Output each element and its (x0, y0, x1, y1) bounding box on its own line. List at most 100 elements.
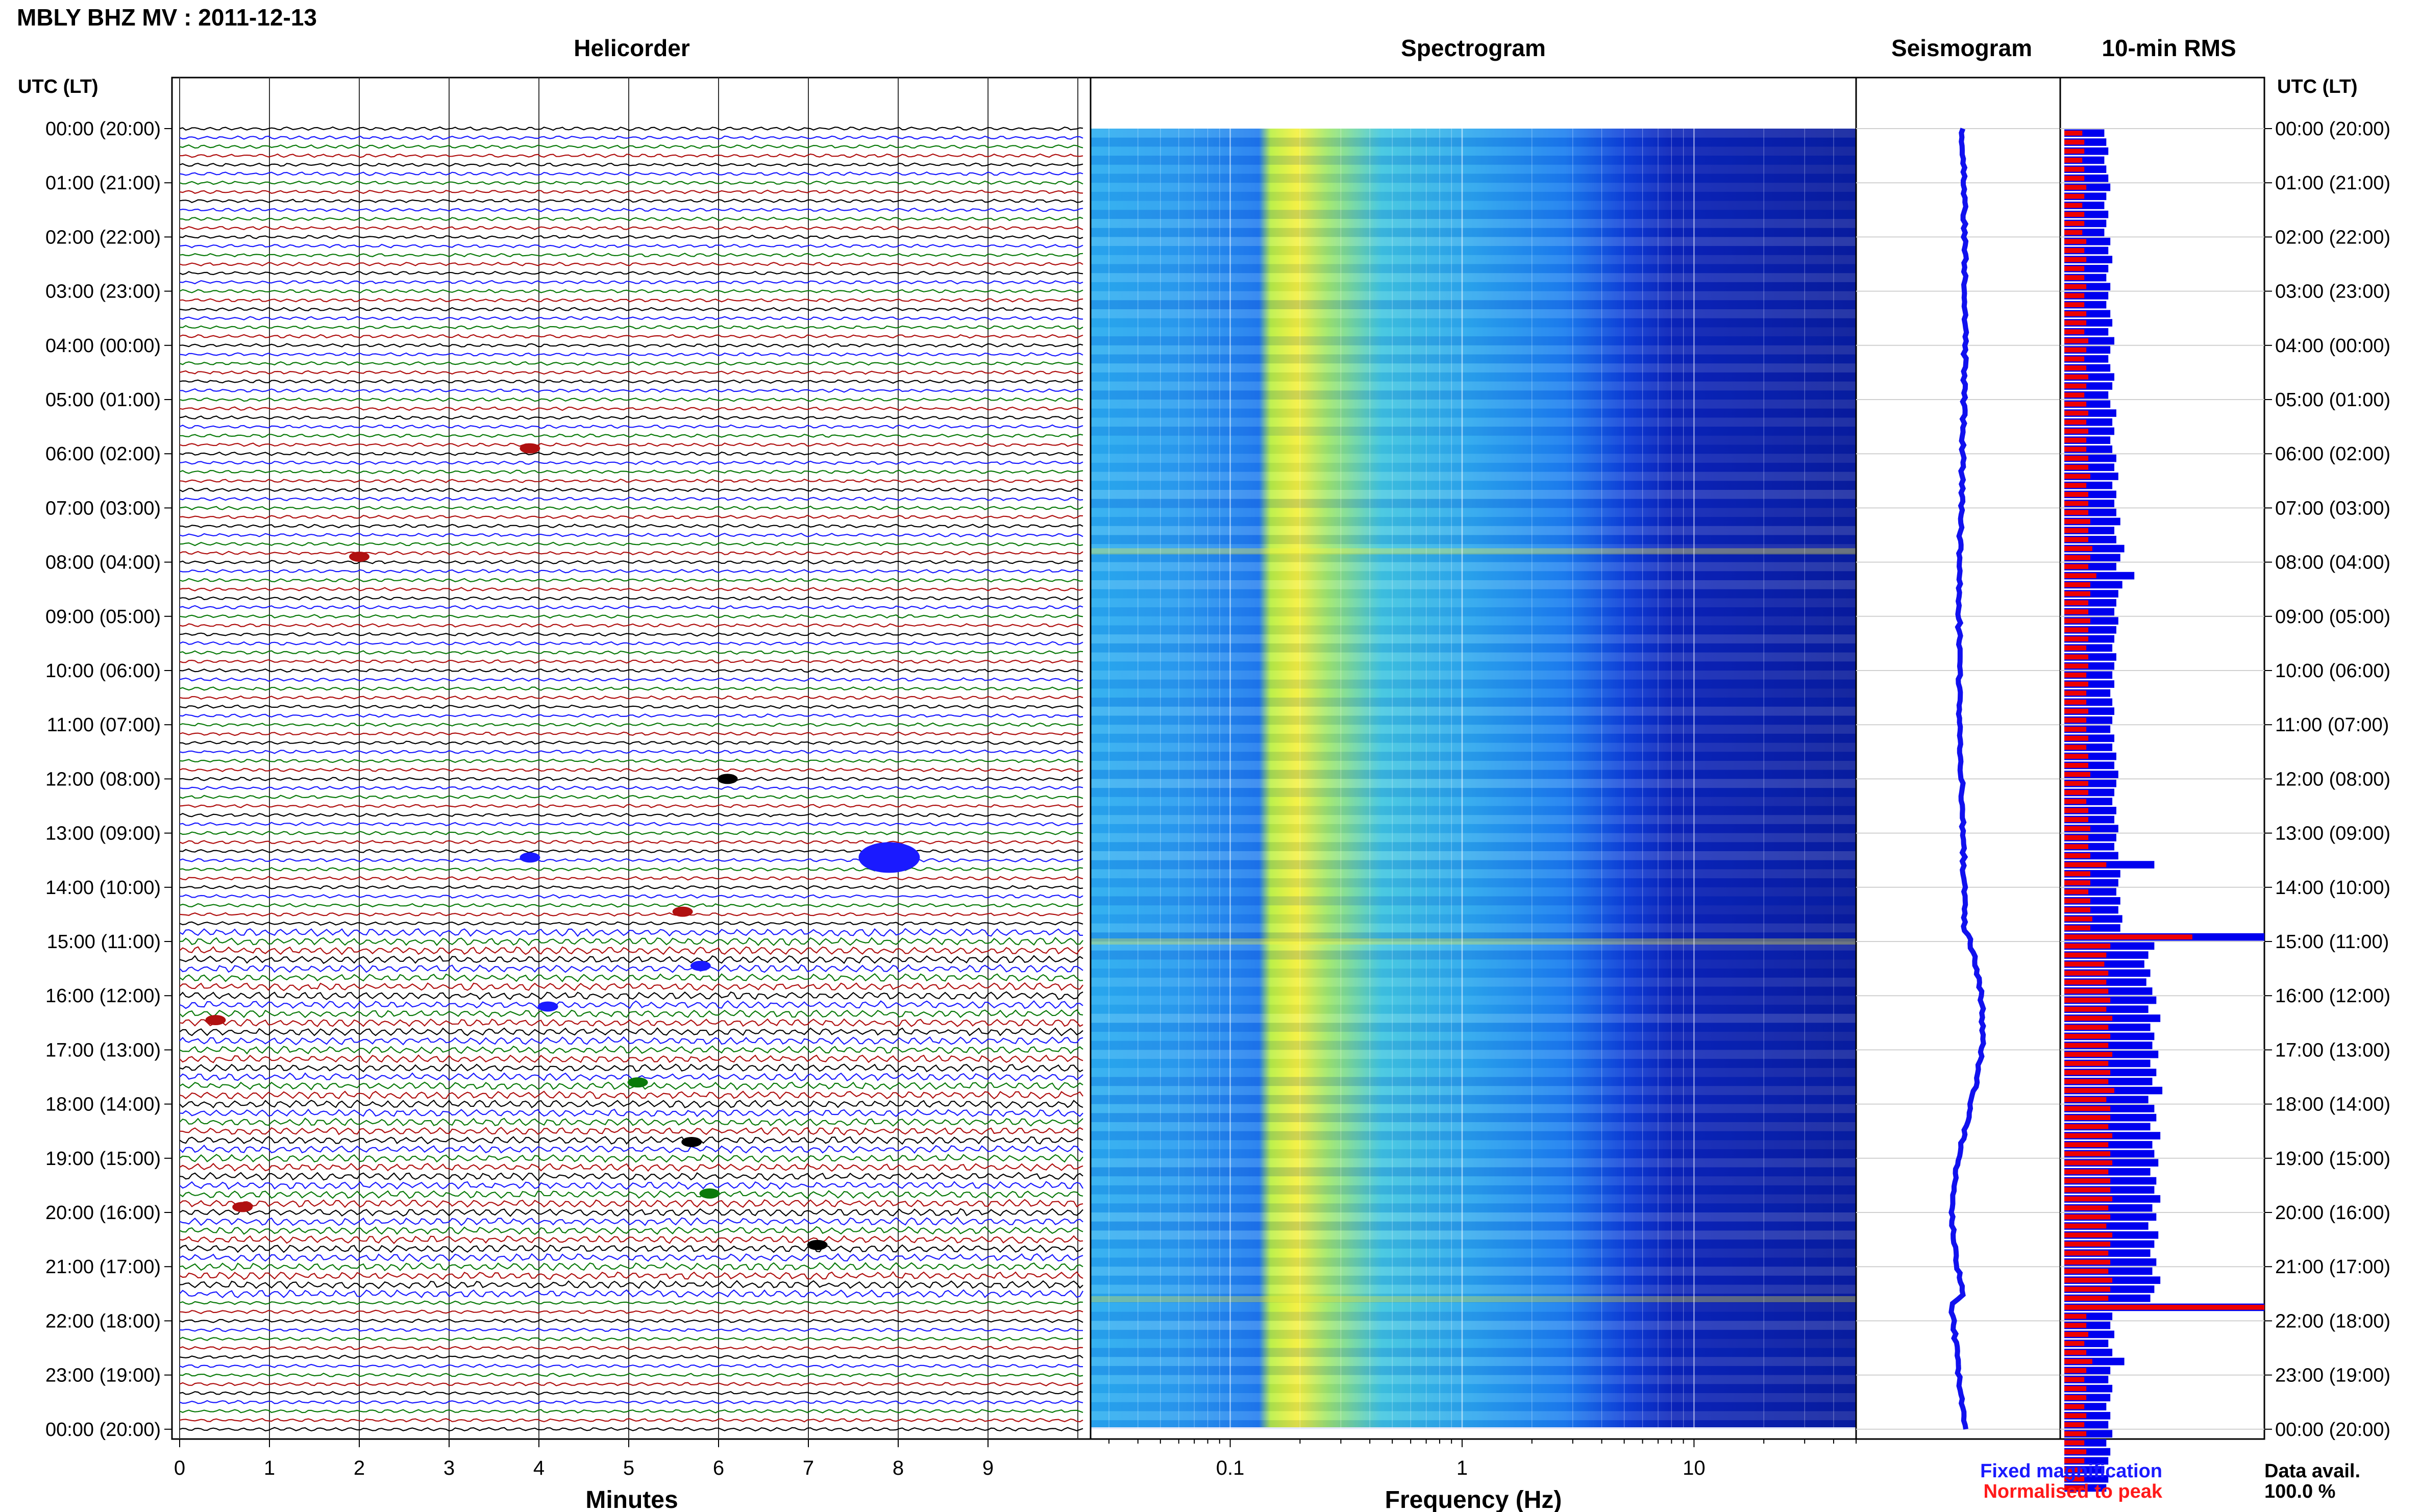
spectrogram-row (1091, 797, 1856, 806)
rms-bar-normalised (2064, 510, 2089, 515)
time-label: 05:00 (01:00) (2275, 389, 2390, 411)
helicorder-trace (179, 388, 1083, 393)
rms-bar-normalised (2064, 636, 2089, 641)
rms-bar-normalised (2064, 1440, 2085, 1446)
spectrogram-row (1091, 887, 1856, 897)
helicorder-trace (179, 243, 1083, 249)
rms-bar-normalised (2064, 1359, 2092, 1364)
helicorder-trace (179, 361, 1083, 366)
rms-bar-normalised (2064, 1242, 2111, 1247)
rms-bar-normalised (2064, 862, 2107, 867)
time-label: 21:00 (17:00) (45, 1256, 161, 1278)
minute-tick-label: 8 (893, 1457, 904, 1479)
helicorder-trace (179, 1418, 1083, 1423)
spectrogram-row (1091, 1149, 1856, 1158)
time-label: 18:00 (14:00) (2275, 1094, 2390, 1116)
helicorder-trace (179, 955, 1083, 964)
spectrogram-row (1091, 1140, 1856, 1150)
spectrogram-row (1091, 1339, 1856, 1348)
rms-bar-normalised (2064, 1124, 2109, 1129)
rms-bar-normalised (2064, 971, 2109, 976)
helicorder-trace (179, 695, 1083, 700)
left-time-axis: 00:00 (20:00) 01:00 (21:00) 02:00 (22:00) 0… (45, 118, 172, 1441)
rms-bar-normalised (2064, 528, 2089, 533)
rms-bar-normalised (2064, 1070, 2111, 1075)
rms-bar-normalised (2064, 1106, 2111, 1111)
helicorder-trace (179, 406, 1083, 411)
helicorder-trace (179, 677, 1083, 682)
helicorder-trace (179, 135, 1083, 140)
helicorder-trace (179, 605, 1083, 610)
spectrogram-row (1091, 273, 1856, 282)
helicorder-trace (179, 804, 1083, 808)
helicorder-trace (179, 1144, 1083, 1154)
rms-bar-normalised (2064, 464, 2089, 470)
helicorder-trace (179, 325, 1083, 330)
helicorder-trace (179, 514, 1083, 519)
frequency-tick-label: 10 (1683, 1457, 1706, 1479)
spectrogram-row (1091, 408, 1856, 418)
spectrogram-row (1091, 598, 1856, 608)
helicorder-event (520, 852, 540, 863)
helicorder-trace (179, 316, 1083, 321)
helicorder-trace (179, 162, 1083, 167)
spectrogram-row (1091, 1330, 1856, 1339)
rms-bar-normalised (2064, 618, 2090, 624)
helicorder-trace (179, 587, 1083, 592)
rms-bar-normalised (2064, 338, 2089, 343)
time-label: 17:00 (13:00) (2275, 1039, 2390, 1061)
rms-bar-normalised (2064, 1025, 2109, 1030)
time-label: 05:00 (01:00) (45, 389, 161, 411)
time-label: 04:00 (00:00) (2275, 335, 2390, 357)
spectrogram-row (1091, 499, 1856, 508)
rms-bar-normalised (2064, 402, 2087, 407)
rms-bar-normalised (2064, 176, 2085, 181)
spectrogram-row (1091, 390, 1856, 400)
rms-bar-normalised (2064, 166, 2085, 172)
helicorder-trace (179, 1189, 1083, 1199)
helicorder-trace (179, 1199, 1083, 1208)
helicorder-trace (179, 505, 1083, 510)
rms-bar-normalised (2064, 1214, 2111, 1220)
spectrogram-row (1091, 715, 1856, 725)
rms-bar-normalised (2064, 1277, 2113, 1283)
time-label: 04:00 (00:00) (45, 335, 161, 357)
spectrogram-row (1091, 671, 1856, 680)
time-label: 00:00 (20:00) (2275, 1419, 2390, 1441)
spectrogram-row (1091, 905, 1856, 914)
spectrogram-row (1091, 462, 1856, 472)
rms-bar-normalised (2064, 1223, 2107, 1229)
spectrogram-row (1091, 490, 1856, 499)
seismogram-trace (1948, 128, 1986, 1430)
rms-bar-normalised (2064, 1386, 2087, 1391)
rms-bar-normalised (2064, 1052, 2113, 1057)
rms-bar-normalised (2064, 365, 2087, 370)
rms-bar-normalised (2064, 311, 2087, 316)
time-label: 08:00 (04:00) (2275, 552, 2390, 574)
helicorder-trace (179, 876, 1083, 881)
spectrogram-row (1091, 191, 1856, 201)
rms-bar-normalised (2064, 266, 2085, 271)
helicorder-trace (179, 270, 1083, 276)
spectrogram-row (1091, 580, 1856, 589)
time-label: 21:00 (17:00) (2275, 1256, 2390, 1278)
spectrogram-row (1091, 246, 1856, 255)
spectrogram-row (1091, 679, 1856, 689)
rms-bar-normalised (2064, 1061, 2109, 1066)
spectrogram-row (1091, 1040, 1856, 1050)
spectrogram-row (1091, 860, 1856, 870)
rms-bar-normalised (2064, 546, 2092, 551)
spectrogram-row (1091, 517, 1856, 526)
seismogram-title: Seismogram (1891, 35, 2032, 61)
helicorder-trace (179, 487, 1083, 492)
spectrogram-row (1091, 481, 1856, 490)
rms-bar-normalised (2064, 1422, 2085, 1427)
spectrogram-event-band (1091, 938, 1856, 945)
frequency-axis-title: Frequency (Hz) (1385, 1486, 1562, 1512)
minute-tick-label: 7 (803, 1457, 814, 1479)
right-time-axis: 00:00 (20:00) 01:00 (21:00) 02:00 (22:00) 0… (2264, 118, 2390, 1441)
helicorder-title: Helicorder (574, 35, 690, 61)
rms-bar-normalised (2064, 979, 2107, 985)
helicorder-trace (179, 370, 1083, 375)
spectrogram-row (1091, 1023, 1856, 1032)
